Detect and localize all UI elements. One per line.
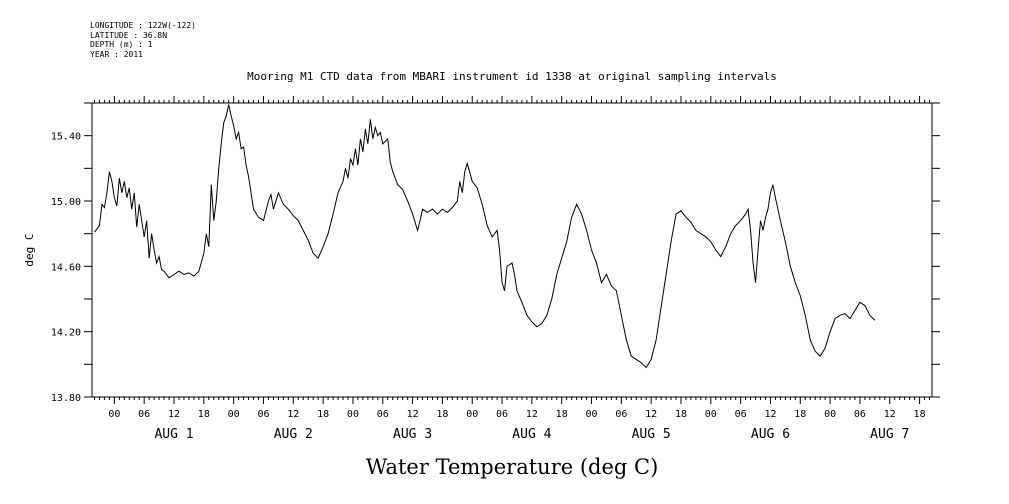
x-tick-label: 06 bbox=[854, 409, 866, 420]
day-label: AUG 1 bbox=[154, 427, 193, 442]
plot-frame bbox=[91, 102, 933, 398]
series-line bbox=[94, 104, 876, 369]
x-tick-label: 18 bbox=[317, 409, 329, 420]
year-label: YEAR : 2011 bbox=[90, 49, 143, 59]
x-tick-label: 06 bbox=[496, 409, 508, 420]
x-tick-label: 18 bbox=[794, 409, 806, 420]
y-tick-label: 15.40 bbox=[51, 132, 81, 143]
y-tick-label: 15.00 bbox=[51, 197, 81, 208]
x-tick-label: 00 bbox=[466, 409, 478, 420]
longitude-label: LONGITUDE : 122W(-122) bbox=[90, 21, 196, 30]
x-tick-label: 00 bbox=[586, 409, 598, 420]
x-tick-label: 00 bbox=[347, 409, 359, 420]
y-tick-label: 13.80 bbox=[51, 393, 81, 404]
x-tick-label: 06 bbox=[377, 409, 389, 420]
y-axis-label: deg C bbox=[23, 233, 36, 266]
x-tick-label: 12 bbox=[287, 409, 299, 420]
x-tick-label: 00 bbox=[824, 409, 836, 420]
x-tick-label: 06 bbox=[735, 409, 747, 420]
x-axis-label: Water Temperature (deg C) bbox=[366, 455, 659, 479]
x-tick-label: 12 bbox=[168, 409, 180, 420]
day-label: AUG 2 bbox=[274, 427, 313, 442]
x-tick-label: 18 bbox=[675, 409, 687, 420]
depth-label: DEPTH (m) : 1 bbox=[90, 40, 153, 50]
x-tick-label: 18 bbox=[198, 409, 210, 420]
day-label: AUG 3 bbox=[393, 427, 432, 442]
day-label: AUG 4 bbox=[512, 427, 551, 442]
y-tick-label: 14.60 bbox=[51, 262, 81, 273]
x-tick-label: 18 bbox=[556, 409, 568, 420]
x-tick-label: 00 bbox=[108, 409, 120, 420]
x-tick-label: 18 bbox=[436, 409, 448, 420]
label-group: 00 06 12 18 00 06 12 18 00 06 12 18 00 06 12 18 00 06 12 18… bbox=[51, 132, 926, 442]
x-tick-label: 12 bbox=[645, 409, 657, 420]
x-tick-label: 06 bbox=[257, 409, 269, 420]
x-tick-label: 18 bbox=[914, 409, 926, 420]
day-label: AUG 5 bbox=[632, 427, 671, 442]
tick-group bbox=[84, 96, 940, 404]
x-tick-label: 12 bbox=[526, 409, 538, 420]
x-tick-label: 12 bbox=[884, 409, 896, 420]
day-label: AUG 6 bbox=[751, 427, 790, 442]
chart-title: Mooring M1 CTD data from MBARI instrumen… bbox=[247, 70, 777, 83]
y-tick-label: 14.20 bbox=[51, 328, 81, 339]
metadata-block: LONGITUDE : 122W(-122) LATITUDE : 36.8N … bbox=[90, 21, 196, 59]
day-label: AUG 7 bbox=[870, 427, 909, 442]
x-tick-label: 06 bbox=[615, 409, 627, 420]
x-tick-label: 00 bbox=[228, 409, 240, 420]
latitude-label: LATITUDE : 36.8N bbox=[90, 30, 168, 40]
x-tick-label: 12 bbox=[764, 409, 776, 420]
x-tick-label: 00 bbox=[705, 409, 717, 420]
x-tick-label: 06 bbox=[138, 409, 150, 420]
x-tick-label: 12 bbox=[407, 409, 419, 420]
